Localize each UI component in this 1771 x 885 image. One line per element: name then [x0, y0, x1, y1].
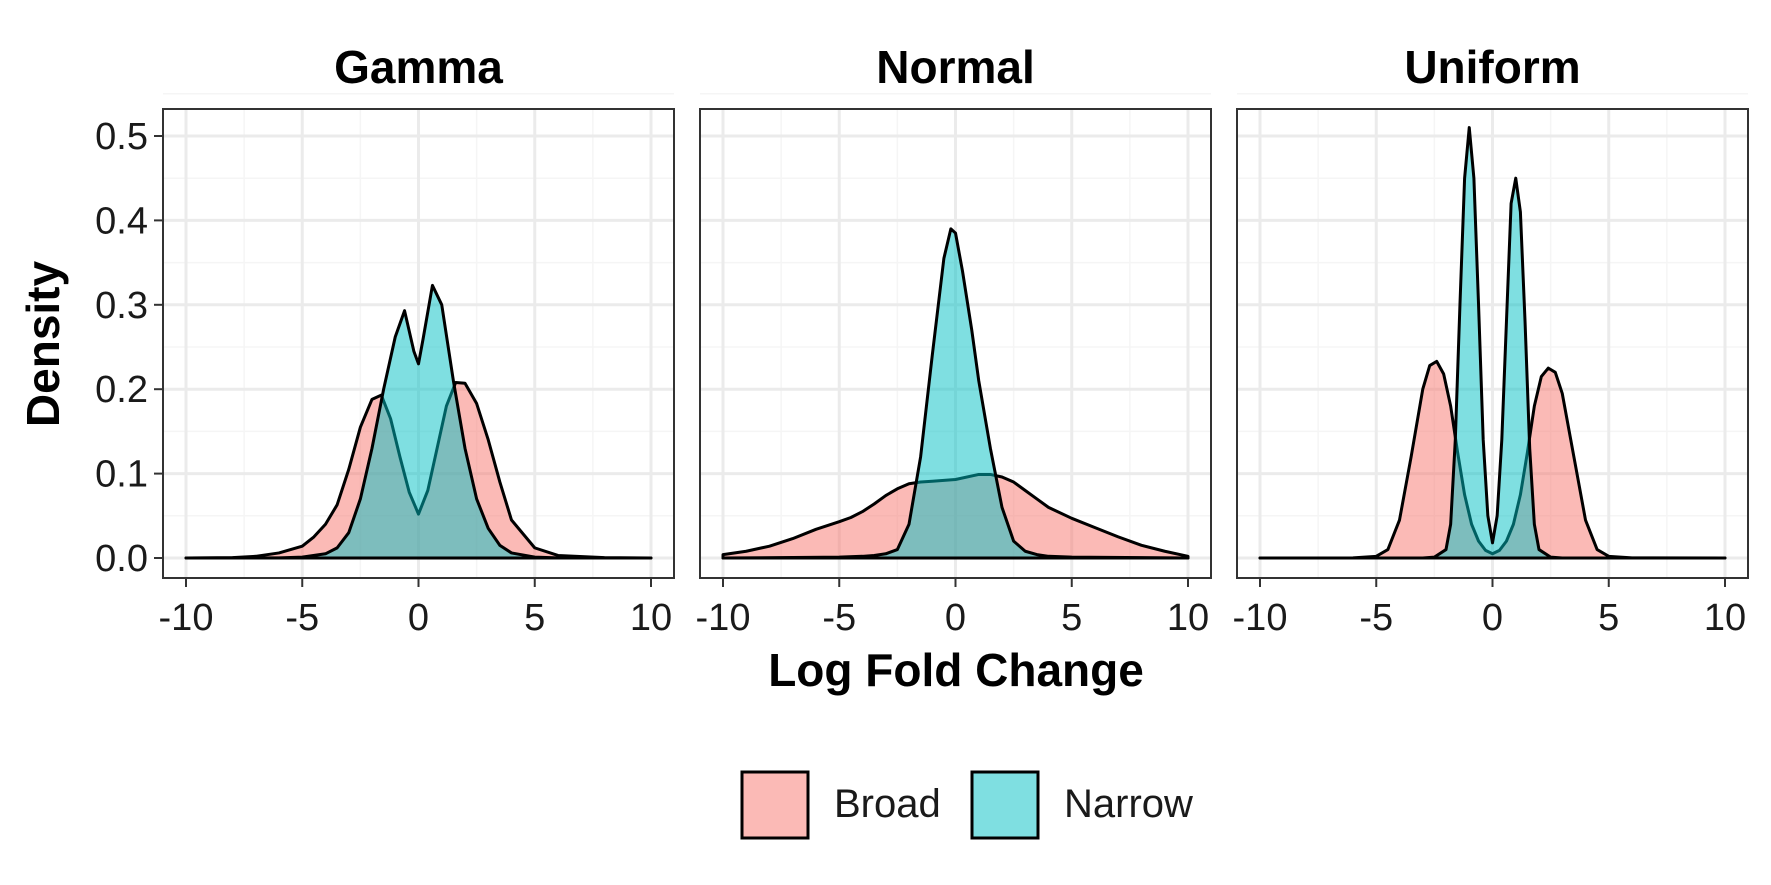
x-tick-label: 0 — [1482, 597, 1503, 639]
legend-label-narrow: Narrow — [1064, 782, 1193, 826]
legend-key-narrow — [970, 770, 1040, 840]
legend-label-broad: Broad — [834, 782, 941, 826]
facet-title: Normal — [876, 41, 1034, 93]
legend-key-broad — [740, 770, 810, 840]
x-tick-label: 5 — [1598, 597, 1619, 639]
y-tick-label: 0.2 — [95, 369, 148, 411]
density-area-narrow — [1258, 126, 1727, 560]
y-tick-label: 0.4 — [95, 200, 148, 242]
legend: Broad Narrow — [740, 770, 1193, 840]
panels-layer: Gamma -10 -5 0 5 10 0.0 0.1 0.2 0.3 0.4 0.5 Normal -1… — [95, 41, 1749, 639]
y-tick-label: 0.1 — [95, 454, 148, 496]
density-curves — [1258, 126, 1727, 560]
facet-title: Gamma — [334, 41, 503, 93]
x-axis-label: Log Fold Change — [768, 644, 1144, 696]
facet-panel-gamma: Gamma -10 -5 0 5 10 0.0 0.1 0.2 0.3 0.4 0.5 — [95, 41, 675, 639]
facet-panel-uniform: Uniform -10 -5 0 5 10 — [1233, 41, 1749, 639]
y-tick-label: 0.0 — [95, 538, 148, 580]
x-tick-label: 10 — [630, 597, 672, 639]
x-tick-label: -5 — [822, 597, 856, 639]
y-tick-label: 0.3 — [95, 285, 148, 327]
density-area-narrow — [184, 283, 653, 560]
x-tick-label: 5 — [1061, 597, 1082, 639]
x-tick-label: -10 — [696, 597, 751, 639]
x-tick-label: 0 — [408, 597, 429, 639]
facet-panel-normal: Normal -10 -5 0 5 10 — [696, 41, 1212, 639]
x-tick-label: -5 — [1359, 597, 1393, 639]
x-tick-label: 0 — [945, 597, 966, 639]
density-curves — [184, 283, 653, 560]
x-tick-label: 10 — [1704, 597, 1746, 639]
density-curves — [721, 227, 1190, 560]
y-tick-label: 0.5 — [95, 116, 148, 158]
x-tick-label: -5 — [285, 597, 319, 639]
x-tick-label: -10 — [1233, 597, 1288, 639]
x-tick-label: 5 — [524, 597, 545, 639]
x-tick-label: -10 — [159, 597, 214, 639]
x-tick-label: 10 — [1167, 597, 1209, 639]
y-axis-label: Density — [17, 261, 69, 428]
facet-title: Uniform — [1404, 41, 1580, 93]
density-area-narrow — [721, 227, 1190, 560]
